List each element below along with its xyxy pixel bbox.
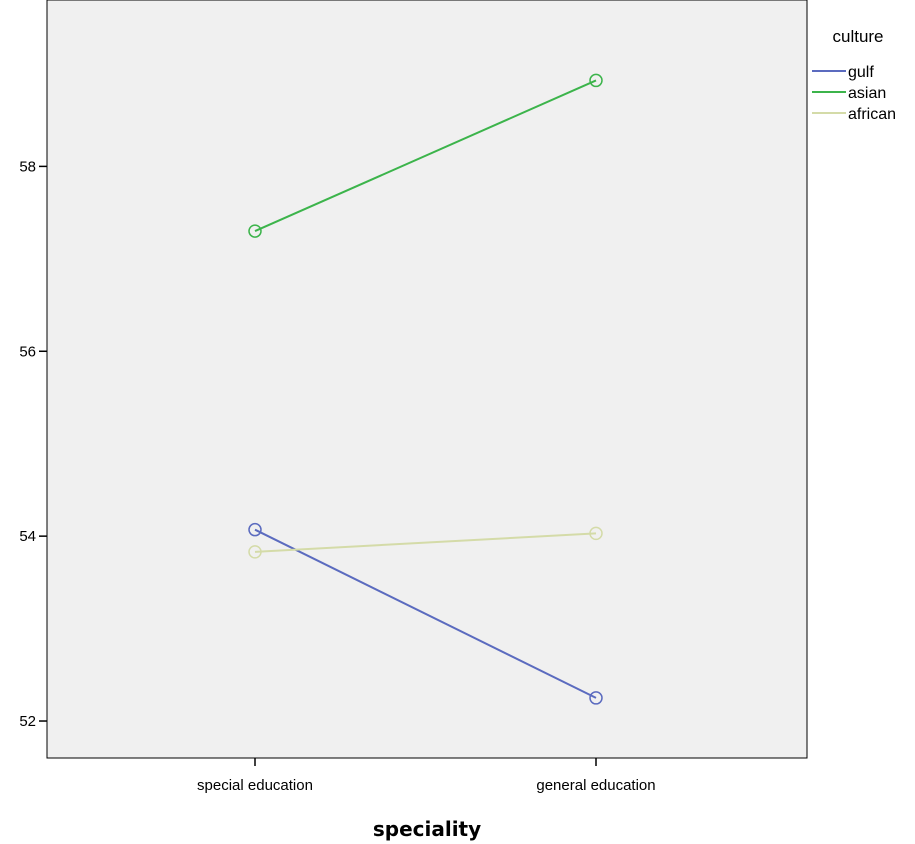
series-line-african bbox=[254, 532, 597, 553]
data-point-gulf bbox=[248, 522, 262, 537]
legend: culture gulf asian african bbox=[812, 27, 896, 123]
y-tick-label: 56 bbox=[19, 343, 36, 360]
data-point-asian bbox=[248, 224, 262, 238]
y-tick-label: 54 bbox=[19, 528, 36, 545]
x-axis: special education general education bbox=[197, 758, 656, 794]
legend-label-gulf: gulf bbox=[848, 64, 874, 81]
data-point-asian bbox=[589, 73, 603, 88]
y-axis: 52 54 56 58 bbox=[19, 158, 47, 730]
plot-area bbox=[46, 0, 808, 759]
y-tick-label: 52 bbox=[19, 713, 36, 730]
data-point-african bbox=[589, 526, 603, 541]
x-tick-label: special education bbox=[197, 777, 313, 794]
legend-title: culture bbox=[832, 27, 883, 46]
data-point-gulf bbox=[589, 691, 603, 705]
series-line-asian bbox=[254, 79, 597, 233]
legend-label-african: african bbox=[848, 106, 896, 123]
series-line-gulf bbox=[254, 528, 597, 699]
y-tick-label: 58 bbox=[19, 158, 36, 175]
x-axis-title: speciality bbox=[373, 817, 481, 841]
x-tick-label: general education bbox=[536, 777, 655, 794]
data-point-african bbox=[248, 545, 262, 559]
series-layer bbox=[248, 73, 603, 705]
legend-label-asian: asian bbox=[848, 85, 886, 102]
